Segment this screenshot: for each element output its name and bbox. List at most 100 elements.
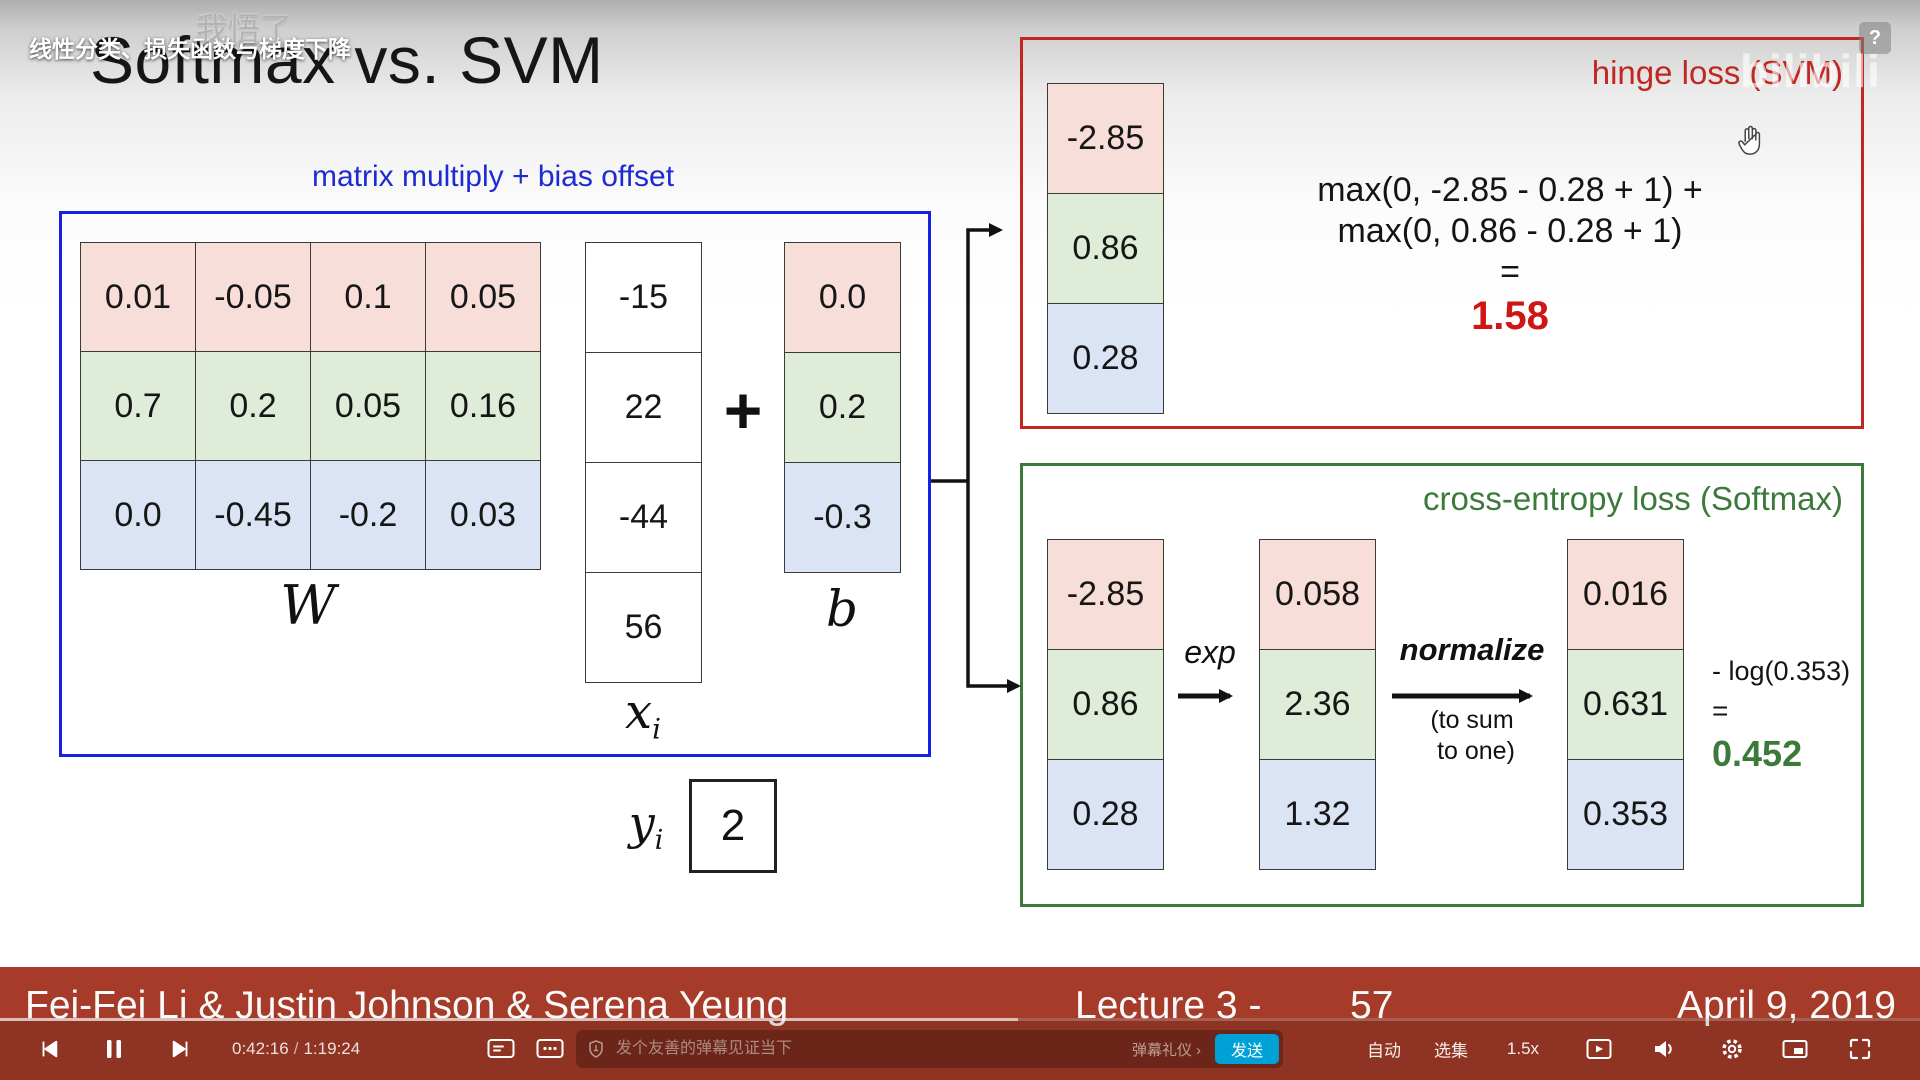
vector-cell: 0.631 <box>1568 650 1683 759</box>
danmaku-comment: 我悟了 <box>196 11 293 47</box>
vector-cell: -44 <box>586 463 701 572</box>
danmaku-toggle-icon[interactable] <box>487 1037 515 1061</box>
matrix-cell: -0.45 <box>196 461 310 569</box>
vector-cell: 0.2 <box>785 353 900 462</box>
svm-box-title: hinge loss (SVM) <box>1591 54 1843 91</box>
duration: 1:19:24 <box>303 1039 361 1058</box>
svm-loss-formula: max(0, -2.85 - 0.28 + 1) + max(0, 0.86 -… <box>1160 170 1860 339</box>
video-title-overlay: 线性分类、损失函数与梯度下降 <box>29 36 351 62</box>
quality-selector[interactable]: 自动 <box>1367 1041 1401 1061</box>
pause-button[interactable] <box>104 1038 124 1060</box>
vector-cell: -2.85 <box>1048 540 1163 649</box>
progress-bar[interactable] <box>0 1018 1920 1021</box>
input-vector: -15 22 -44 56 <box>585 242 702 683</box>
matrix-cell: 0.16 <box>426 352 540 460</box>
danmaku-settings-icon[interactable] <box>536 1037 564 1061</box>
matrix-caption: matrix multiply + bias offset <box>311 160 675 193</box>
svm-loss-result: 1.58 <box>1471 294 1549 338</box>
matrix-box-outline <box>59 211 931 757</box>
hand-cursor-icon <box>1735 124 1765 162</box>
vector-cell: 56 <box>586 573 701 682</box>
vector-cell: 0.353 <box>1568 760 1683 869</box>
matrix-cell: 0.01 <box>81 243 195 351</box>
true-class-value: 2 <box>689 779 777 873</box>
softmax-loss-formula: - log(0.353) = 0.452 <box>1712 656 1850 775</box>
y-label: yi <box>628 796 664 857</box>
send-danmaku-button[interactable]: 发送 <box>1215 1034 1279 1064</box>
matrix-cell: 0.7 <box>81 352 195 460</box>
vector-cell: 0.016 <box>1568 540 1683 649</box>
softmax-box-title: cross-entropy loss (Softmax) <box>1423 480 1843 517</box>
exp-vector: 0.058 2.36 1.32 <box>1259 539 1376 870</box>
vector-cell: 0.86 <box>1048 194 1163 303</box>
vector-cell: 2.36 <box>1260 650 1375 759</box>
vector-cell: 0.86 <box>1048 650 1163 759</box>
matrix-cell: 0.03 <box>426 461 540 569</box>
matrix-cell: -0.2 <box>311 461 425 569</box>
matrix-cell: 0.2 <box>196 352 310 460</box>
slide-footer: Fei-Fei Li & Justin Johnson & Serena Yeu… <box>0 967 1920 1080</box>
vector-cell: 0.0 <box>785 243 900 352</box>
time-display: 0:42:16/1:19:24 <box>232 1039 360 1059</box>
vector-cell: 0.28 <box>1048 760 1163 869</box>
vector-cell: -2.85 <box>1048 84 1163 193</box>
speed-selector[interactable]: 1.5x <box>1506 1039 1540 1058</box>
previous-button[interactable] <box>38 1038 60 1060</box>
vector-cell: -15 <box>586 243 701 352</box>
bias-vector: 0.0 0.2 -0.3 <box>784 242 901 573</box>
settings-gear-icon[interactable] <box>1720 1037 1744 1061</box>
formula-line: max(0, -2.85 - 0.28 + 1) + <box>1317 171 1703 209</box>
exp-label: exp <box>1184 634 1236 670</box>
equals-sign: = <box>1712 695 1729 726</box>
playlist-icon[interactable] <box>1586 1038 1612 1060</box>
shield-icon <box>588 1040 604 1058</box>
danmaku-input[interactable] <box>614 1039 1132 1059</box>
weight-matrix: 0.01 -0.05 0.1 0.05 0.7 0.2 0.05 0.16 0.… <box>80 242 541 570</box>
bilibili-watermark: bilibili <box>1740 45 1881 97</box>
vector-cell: 22 <box>586 353 701 462</box>
help-button[interactable]: ? <box>1859 22 1891 54</box>
current-time: 0:42:16 <box>232 1039 289 1058</box>
chevron-right-icon: › <box>1196 1041 1201 1059</box>
matrix-cell: 0.0 <box>81 461 195 569</box>
b-label: b <box>825 580 858 638</box>
formula-line: max(0, 0.86 - 0.28 + 1) <box>1337 212 1683 250</box>
footer-lecture: Lecture 3 - <box>1075 984 1262 1027</box>
footer-date: April 9, 2019 <box>1677 984 1896 1027</box>
volume-icon[interactable] <box>1652 1038 1676 1060</box>
vector-cell: -0.3 <box>785 463 900 572</box>
danmaku-etiquette-link[interactable]: 弹幕礼仪 › <box>1131 1041 1201 1059</box>
danmaku-input-area: 弹幕礼仪› 发送 <box>576 1030 1283 1068</box>
vector-cell: 1.32 <box>1260 760 1375 869</box>
fullscreen-icon[interactable] <box>1848 1037 1872 1061</box>
softmax-score-vector: -2.85 0.86 0.28 <box>1047 539 1164 870</box>
equals-sign: = <box>1500 253 1520 291</box>
probability-vector: 0.016 0.631 0.353 <box>1567 539 1684 870</box>
x-label: xi <box>625 684 661 746</box>
normalize-note: to one) <box>1437 737 1515 765</box>
vector-cell: 0.28 <box>1048 304 1163 413</box>
w-label: W <box>280 574 336 637</box>
time-separator: / <box>293 1039 299 1058</box>
theater-mode-icon[interactable] <box>1782 1039 1808 1059</box>
softmax-box-outline: cross-entropy loss (Softmax) <box>1020 463 1864 907</box>
svm-score-vector: -2.85 0.86 0.28 <box>1047 83 1164 414</box>
log-expression: - log(0.353) <box>1712 656 1851 686</box>
matrix-cell: 0.05 <box>426 243 540 351</box>
progress-played <box>0 1018 1018 1021</box>
softmax-loss-result: 0.452 <box>1712 733 1803 774</box>
matrix-cell: -0.05 <box>196 243 310 351</box>
slide-title: Softmax vs. SVM <box>90 23 604 97</box>
plus-operator: + <box>723 373 763 447</box>
normalize-note: (to sum <box>1430 706 1514 734</box>
next-button[interactable] <box>170 1038 192 1060</box>
player-controls-bar: 0:42:16/1:19:24 弹幕礼仪› 发送 自动 选集 1.5x <box>0 1018 1920 1080</box>
matrix-cell: 0.05 <box>311 352 425 460</box>
svm-box-outline: hinge loss (SVM) <box>1020 37 1864 429</box>
matrix-cell: 0.1 <box>311 243 425 351</box>
normalize-label: normalize <box>1399 632 1545 667</box>
episodes-selector[interactable]: 选集 <box>1434 1041 1468 1061</box>
lecture-slide: Softmax vs. SVM matrix multiply + bias o… <box>0 0 1920 967</box>
vector-cell: 0.058 <box>1260 540 1375 649</box>
